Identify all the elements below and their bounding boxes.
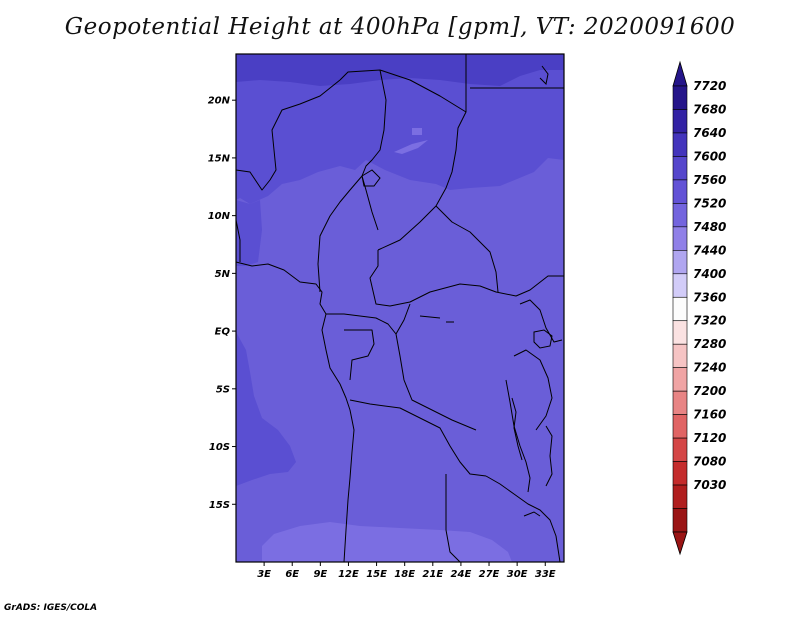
colorbar-level-label: 7600 [693,149,726,163]
colorbar-top-arrow [672,60,688,87]
lon-tick-label: 24E [451,569,472,580]
colorbar-level-label: 7080 [693,455,726,469]
lon-tick-label: 9E [313,569,327,580]
colorbar-level-label: 7440 [693,243,726,257]
colorbar-segment [672,156,688,181]
lat-tick-label: 10S [209,442,230,453]
lon-tick-label: 30E [507,569,528,580]
map-title: Geopotential Height at 400hPa [gpm], VT:… [64,14,736,40]
colorbar: 7720 7680 7640 7600 7560 7520 7480 7440 7400 7360… [672,60,726,556]
country-borders [235,54,564,563]
colorbar-level-label: 7200 [693,384,726,398]
lat-tick-label: 15N [208,153,231,164]
map-area: 20N 15N 10N 5N EQ 5S 10S 15S 3E 6E 9E 12E 15E 18E 21E… [208,53,565,580]
colorbar-level-label: 7680 [693,102,726,116]
colorbar-segment [672,484,688,509]
colorbar-level-label: 7160 [693,408,726,422]
colorbar-level-label: 7280 [693,337,726,351]
colorbar-segment [672,250,688,275]
colorbar-level-label: 7030 [693,478,726,492]
map-frame [235,53,565,563]
colorbar-level-label: 7720 [693,79,726,93]
lat-tick-label: 5S [216,384,230,395]
colorbar-segment [672,109,688,134]
colorbar-segment [672,461,688,486]
colorbar-segment [672,203,688,228]
lat-tick-label: 15S [209,500,230,511]
colorbar-segment [672,320,688,345]
lat-tick-label: 10N [208,211,231,222]
colorbar-segment [672,85,688,110]
colorbar-segment [672,508,688,533]
colorbar-segment [672,390,688,415]
lon-tick-label: 27E [479,569,500,580]
lon-tick-label: 3E [257,569,271,580]
colorbar-level-label: 7120 [693,431,726,445]
longitude-axis: 3E 6E 9E 12E 15E 18E 21E 24E 27E 30E 33E [257,562,556,580]
lon-tick-label: 6E [285,569,299,580]
lon-tick-label: 12E [338,569,359,580]
lat-tick-label: 5N [215,269,231,280]
grads-credit: GrADS: IGES/COLA [4,603,98,613]
colorbar-level-label: 7240 [693,361,726,375]
colorbar-level-label: 7560 [693,173,726,187]
contour-fill-7600-atlantic [236,332,296,486]
lon-tick-label: 33E [535,569,556,580]
colorbar-level-label: 7360 [693,290,726,304]
contour-fill-7600-coast [236,200,262,266]
lat-tick-label: 20N [208,96,231,107]
colorbar-segment [672,273,688,298]
colorbar-bottom-arrow [672,531,688,556]
colorbar-segment [672,296,688,322]
colorbar-segment [672,132,688,157]
colorbar-level-label: 7400 [693,267,726,281]
colorbar-level-label: 7320 [693,314,726,328]
colorbar-level-label: 7480 [693,220,726,234]
contour-fill-7520-sahara [394,140,428,154]
lat-tick-label: EQ [215,327,231,338]
colorbar-level-label: 7640 [693,126,726,140]
latitude-axis: 20N 15N 10N 5N EQ 5S 10S 15S [208,96,236,511]
contour-fill-7600-north [236,54,564,204]
lon-tick-label: 15E [366,569,387,580]
colorbar-segment [672,343,688,368]
colorbar-segment [672,414,688,439]
lon-tick-label: 18E [394,569,415,580]
lon-tick-label: 21E [422,569,443,580]
colorbar-segment [672,179,688,204]
colorbar-segment [672,226,688,251]
contour-fill-7520-sahara-dot [412,128,422,135]
lakes [361,65,553,517]
colorbar-segment [672,367,688,392]
colorbar-level-label: 7520 [693,196,726,210]
colorbar-segment [672,437,688,462]
contour-fill-7640-north [236,54,564,86]
